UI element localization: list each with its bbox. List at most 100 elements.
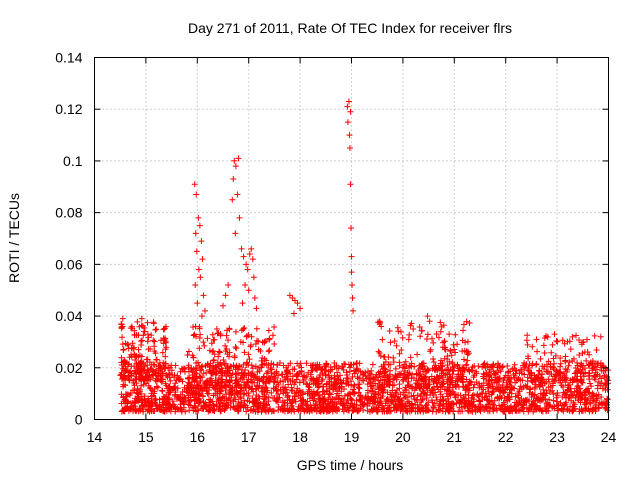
data-point — [199, 406, 206, 413]
data-point — [557, 363, 564, 370]
data-point — [255, 338, 262, 345]
data-point — [128, 353, 135, 360]
data-point — [138, 322, 145, 329]
data-point — [243, 261, 250, 268]
data-point — [188, 367, 195, 374]
x-tick-label: 22 — [498, 429, 514, 445]
data-point — [192, 404, 199, 411]
data-point — [144, 376, 151, 383]
data-point — [314, 388, 321, 395]
data-point — [151, 388, 158, 395]
data-point — [518, 406, 525, 413]
data-point — [555, 402, 562, 409]
data-point — [419, 396, 426, 403]
data-point — [265, 348, 272, 355]
data-point — [402, 403, 409, 410]
data-point — [381, 354, 388, 361]
data-point — [345, 98, 352, 105]
data-point — [390, 358, 397, 365]
data-point — [350, 386, 357, 393]
data-point — [389, 387, 396, 394]
data-point — [135, 346, 142, 353]
data-point — [320, 395, 327, 402]
data-point — [504, 363, 511, 370]
data-point — [386, 328, 393, 335]
data-point — [196, 222, 203, 229]
data-point — [159, 372, 166, 379]
data-point — [216, 368, 223, 375]
data-point — [200, 405, 207, 412]
data-point — [134, 390, 141, 397]
data-point — [323, 381, 330, 388]
data-point — [347, 400, 354, 407]
data-point — [424, 331, 431, 338]
data-point — [142, 401, 149, 408]
data-point — [190, 384, 197, 391]
data-point — [145, 406, 152, 413]
data-point — [198, 313, 205, 320]
data-point — [440, 370, 447, 377]
data-point — [147, 366, 154, 373]
data-point — [193, 379, 200, 386]
data-point — [555, 377, 562, 384]
data-point — [422, 382, 429, 389]
data-point — [424, 366, 431, 373]
data-point — [480, 361, 487, 368]
data-point — [463, 318, 470, 325]
data-point — [596, 404, 603, 411]
data-point — [267, 364, 274, 371]
data-point — [183, 388, 190, 395]
data-point — [239, 300, 246, 307]
data-point — [502, 405, 509, 412]
data-point — [311, 391, 318, 398]
data-point — [586, 370, 593, 377]
data-point — [227, 384, 234, 391]
data-point — [589, 357, 596, 364]
data-point — [131, 382, 138, 389]
data-point — [543, 332, 550, 339]
data-point — [176, 376, 183, 383]
data-point — [210, 402, 217, 409]
data-point — [132, 357, 139, 364]
data-point — [346, 132, 353, 139]
data-point — [132, 370, 139, 377]
data-point — [494, 360, 501, 367]
data-point — [527, 404, 534, 411]
data-point — [289, 294, 296, 301]
data-point — [546, 389, 553, 396]
data-point — [271, 341, 278, 348]
data-point — [390, 397, 397, 404]
data-point — [423, 395, 430, 402]
data-point — [306, 388, 313, 395]
data-point — [461, 367, 468, 374]
data-point — [494, 394, 501, 401]
data-point — [253, 396, 260, 403]
data-point — [532, 404, 539, 411]
data-point — [251, 294, 258, 301]
data-point — [192, 369, 199, 376]
data-point — [266, 347, 273, 354]
data-point — [396, 350, 403, 357]
data-point — [450, 408, 457, 415]
data-point — [263, 379, 270, 386]
data-point — [248, 406, 255, 413]
data-point — [186, 380, 193, 387]
data-point — [243, 408, 250, 415]
data-point — [593, 406, 600, 413]
data-point — [124, 341, 131, 348]
data-point — [331, 372, 338, 379]
data-point — [268, 389, 275, 396]
data-point — [550, 397, 557, 404]
data-point — [450, 368, 457, 375]
data-point — [237, 338, 244, 345]
data-point — [495, 384, 502, 391]
data-point — [120, 407, 127, 414]
data-point — [194, 300, 201, 307]
data-point — [262, 337, 269, 344]
data-point — [199, 363, 206, 370]
data-point — [455, 376, 462, 383]
data-point — [440, 339, 447, 346]
data-point — [433, 330, 440, 337]
data-point — [454, 341, 461, 348]
data-point — [551, 331, 558, 338]
